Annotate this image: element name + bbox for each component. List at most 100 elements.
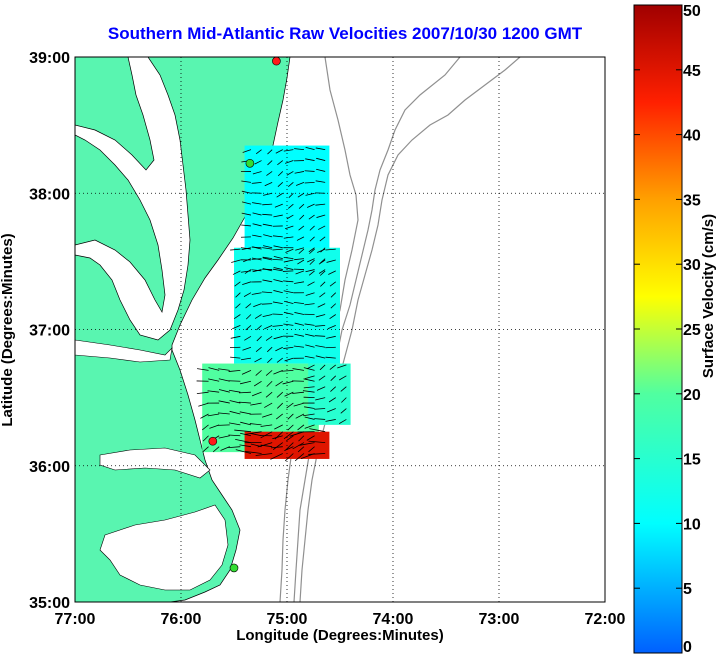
velocity-arrow xyxy=(257,442,273,448)
colorbar-tick-label: 45 xyxy=(683,63,701,80)
velocity-arrow xyxy=(327,325,336,330)
velocity-arrow xyxy=(262,256,273,260)
velocity-arrow xyxy=(265,370,273,376)
velocity-arrow xyxy=(305,292,315,296)
velocity-arrow xyxy=(329,314,336,320)
velocity-arrow xyxy=(294,171,305,174)
velocity-arrow xyxy=(251,181,262,184)
x-ticks: 77:00 76:00 75:00 74:00 73:00 72:00 xyxy=(55,611,626,628)
velocity-arrow xyxy=(317,303,326,308)
velocity-arrow xyxy=(266,171,273,176)
velocity-arrow xyxy=(276,402,284,409)
velocity-arrow xyxy=(235,449,252,454)
velocity-arrow xyxy=(262,257,273,261)
colorbar-tick-label: 15 xyxy=(683,452,701,469)
velocity-arrow xyxy=(245,314,252,320)
station-marker xyxy=(229,563,239,573)
velocity-arrow xyxy=(263,234,273,238)
velocity-arrow xyxy=(217,412,230,415)
velocity-arrow xyxy=(316,157,326,161)
velocity-arrow xyxy=(235,292,241,298)
velocity-arrow xyxy=(325,356,336,359)
y-ticks: 35:00 36:00 37:00 38:00 39:00 xyxy=(29,50,70,612)
velocity-arrow xyxy=(272,325,283,327)
velocity-arrow xyxy=(242,281,252,286)
velocity-arrow xyxy=(273,290,283,294)
velocity-arrow xyxy=(262,413,273,418)
velocity-arrow xyxy=(273,370,283,375)
velocity-arrow xyxy=(235,303,241,309)
velocity-arrow xyxy=(284,453,294,462)
velocity-arrow xyxy=(315,203,326,206)
velocity-arrow xyxy=(295,247,305,251)
velocity-arrow xyxy=(262,203,273,206)
velocity-arrow xyxy=(283,280,294,283)
velocity-arrow xyxy=(241,190,252,194)
velocity-arrow xyxy=(239,401,251,404)
velocity-arrow xyxy=(294,453,305,462)
velocity-arrow xyxy=(314,408,326,410)
velocity-arrow xyxy=(255,149,262,155)
velocity-arrow xyxy=(245,303,252,309)
station-marker xyxy=(272,57,281,66)
velocity-arrow xyxy=(308,453,326,455)
velocity-arrow xyxy=(241,180,252,183)
velocity-arrow xyxy=(297,424,305,431)
velocity-arrow xyxy=(285,248,294,253)
velocity-arrow xyxy=(340,386,347,392)
velocity-arrow xyxy=(239,444,252,448)
velocity-arrow xyxy=(277,160,284,166)
colorbar-tick-label: 5 xyxy=(683,581,692,598)
velocity-arrow xyxy=(234,281,241,287)
velocity-arrow xyxy=(228,380,241,382)
velocity-arrow xyxy=(196,391,209,394)
velocity-arrow xyxy=(272,248,283,251)
velocity-arrow xyxy=(208,378,220,382)
velocity-arrow xyxy=(299,214,305,220)
pamlico-sound xyxy=(99,504,229,591)
velocity-arrow xyxy=(212,446,220,453)
velocity-arrow xyxy=(309,236,315,242)
velocity-arrow xyxy=(250,433,262,437)
velocity-arrow xyxy=(326,408,336,413)
albemarle-sound xyxy=(99,447,211,479)
velocity-arrow xyxy=(303,367,315,371)
velocity-arrow xyxy=(255,453,273,456)
velocity-arrow xyxy=(277,182,284,188)
x-tick-label: 72:00 xyxy=(585,611,626,628)
velocity-arrow xyxy=(272,301,283,305)
velocity-arrow xyxy=(338,375,347,381)
velocity-arrow xyxy=(251,257,262,261)
station-marker xyxy=(245,158,255,168)
velocity-arrow xyxy=(330,292,337,298)
velocity-arrow xyxy=(303,386,315,389)
velocity-arrow xyxy=(229,400,241,404)
velocity-arrow xyxy=(298,442,315,446)
velocity-arrow xyxy=(316,214,326,218)
velocity-arrow xyxy=(330,386,337,392)
station-marker xyxy=(208,436,218,446)
velocity-arrow xyxy=(239,380,252,385)
velocity-arrow xyxy=(283,311,294,315)
velocity-arrow xyxy=(228,369,241,372)
velocity-arrow xyxy=(262,268,273,272)
velocity-arrow xyxy=(286,402,294,409)
velocity-arrow xyxy=(315,345,326,348)
velocity-arrow xyxy=(326,335,336,339)
velocity-arrow xyxy=(305,333,315,337)
velocity-arrow xyxy=(314,418,326,420)
velocity-arrow xyxy=(267,357,273,364)
velocity-arrow xyxy=(284,357,294,362)
velocity-arrow xyxy=(294,281,305,284)
velocity-arrow xyxy=(272,313,283,315)
velocity-arrow xyxy=(298,203,305,209)
velocity-arrow xyxy=(297,192,305,198)
velocity-arrow xyxy=(284,391,294,397)
velocity-arrow xyxy=(295,181,305,186)
velocity-arrow xyxy=(295,413,305,419)
x-tick-label: 73:00 xyxy=(479,611,520,628)
velocity-arrow xyxy=(241,201,252,205)
velocity-arrow xyxy=(288,192,294,198)
colorbar-tick-label: 25 xyxy=(683,322,701,339)
